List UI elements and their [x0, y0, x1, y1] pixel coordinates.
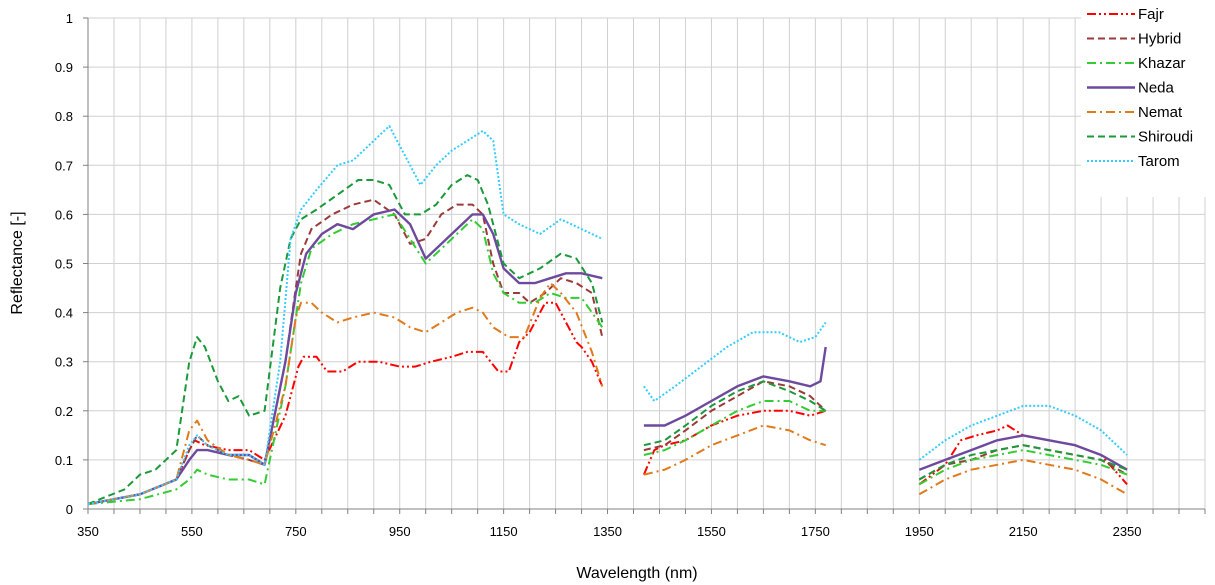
- series-line-neda: [643, 346, 827, 427]
- y-axis-title: Reflectance [-]: [9, 211, 26, 314]
- x-tick-label: 2150: [1009, 524, 1038, 539]
- legend-label-shiroudi: Shiroudi: [1138, 129, 1193, 146]
- y-tick-label: 0.2: [55, 404, 73, 419]
- x-tick-label: 950: [389, 524, 411, 539]
- axes: [83, 17, 1206, 514]
- x-tick-label: 350: [77, 524, 99, 539]
- y-tick-label: 0.3: [55, 355, 73, 370]
- series-line-fajr: [87, 301, 604, 506]
- y-tick-label: 0: [66, 502, 73, 517]
- series-line-nemat: [87, 282, 604, 506]
- series-line-fajr: [918, 424, 1128, 486]
- y-tick-label: 1: [66, 11, 73, 26]
- series-line-tarom: [87, 125, 603, 506]
- x-axis-title: Wavelength (nm): [576, 565, 697, 582]
- x-tick-label: 1950: [905, 524, 934, 539]
- series-line-fajr: [642, 409, 827, 475]
- tick-labels: 350 550 750 950 1150 1350 1550 1750 1950 2150 2350…: [55, 11, 1142, 539]
- y-tick-label: 0.4: [55, 306, 73, 321]
- series-line-hybrid: [87, 198, 604, 506]
- series-line-khazar: [918, 449, 1128, 486]
- series-line-hybrid: [643, 380, 827, 452]
- y-tick-label: 0.8: [55, 109, 73, 124]
- legend-label-nemat: Nemat: [1138, 104, 1183, 121]
- y-tick-label: 0.6: [55, 207, 73, 222]
- series-line-shiroudi: [918, 444, 1128, 481]
- series-line-nemat: [643, 424, 827, 476]
- series-line-neda: [87, 208, 603, 506]
- x-tick-label: 1750: [801, 524, 830, 539]
- y-tick-label: 0.1: [55, 453, 73, 468]
- legend: Fajr Hybrid Khazar Neda Nemat Shiroudi Tarom: [1081, 2, 1215, 197]
- y-tick-label: 0.5: [55, 257, 73, 272]
- x-tick-label: 750: [285, 524, 307, 539]
- series-line-nemat: [918, 458, 1128, 496]
- series-line-khazar: [643, 400, 826, 456]
- legend-label-tarom: Tarom: [1138, 153, 1180, 170]
- legend-label-khazar: Khazar: [1138, 55, 1186, 72]
- series-line-tarom: [918, 404, 1128, 461]
- series-line-neda: [918, 434, 1128, 471]
- x-tick-label: 1350: [593, 524, 622, 539]
- legend-label-neda: Neda: [1138, 80, 1175, 97]
- series-lines: [87, 125, 1128, 506]
- series-line-shiroudi: [643, 380, 827, 447]
- x-tick-label: 1150: [490, 524, 518, 539]
- y-tick-label: 0.9: [55, 60, 73, 75]
- grid: [87, 17, 1206, 510]
- series-line-shiroudi: [87, 174, 604, 506]
- legend-label-fajr: Fajr: [1138, 6, 1164, 23]
- x-tick-label: 550: [181, 524, 203, 539]
- legend-background: [1081, 2, 1215, 197]
- series-line-khazar: [87, 213, 604, 506]
- x-tick-label: 1550: [697, 524, 726, 539]
- x-tick-label: 2350: [1113, 524, 1142, 539]
- y-tick-label: 0.7: [55, 158, 73, 173]
- legend-label-hybrid: Hybrid: [1138, 31, 1181, 48]
